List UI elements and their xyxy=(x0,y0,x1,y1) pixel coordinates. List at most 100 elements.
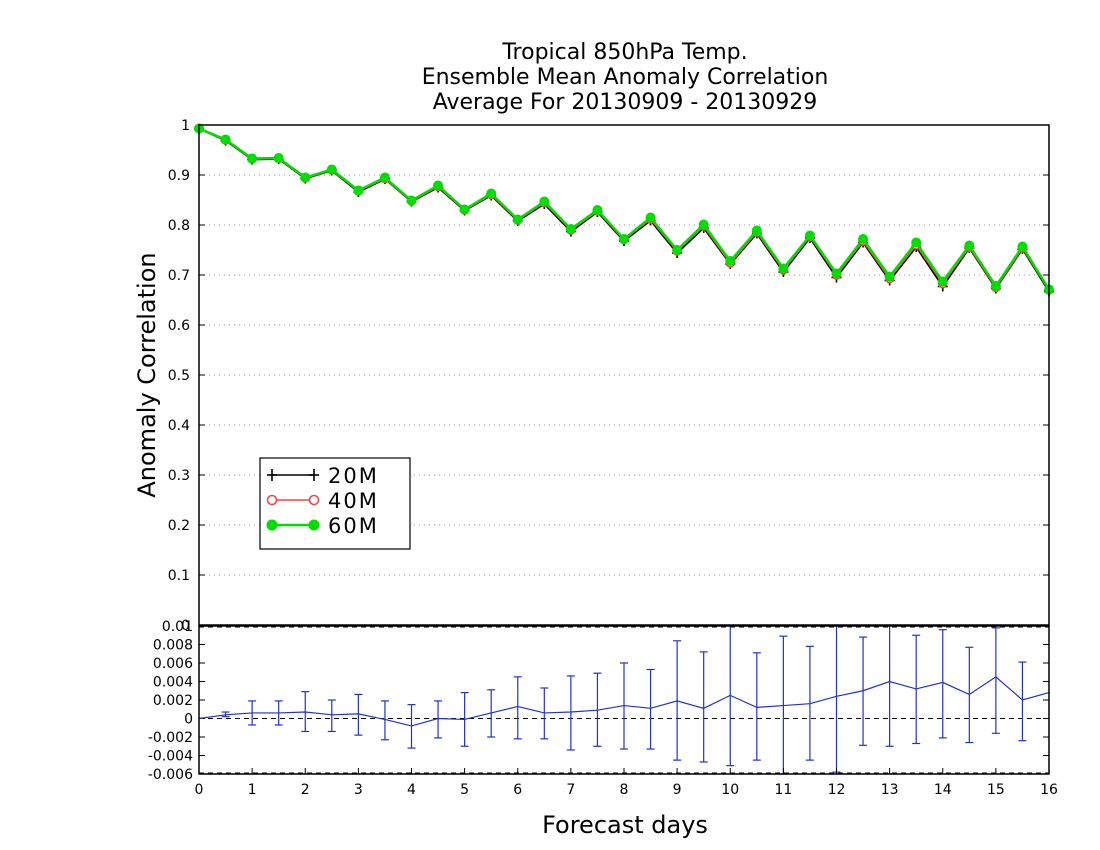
data-point xyxy=(433,180,444,191)
x-tick-label: 8 xyxy=(620,782,629,798)
main-panel: 0 0.1 0.2 0.3 0.4 0.5 0.6 0.7 0.8 0.9 1 xyxy=(168,118,1054,634)
data-point xyxy=(406,195,417,206)
data-point xyxy=(619,234,629,244)
legend-label: 20M xyxy=(328,464,379,488)
y-tick-label: 0.9 xyxy=(168,168,190,184)
x-tick-label: 1 xyxy=(248,782,257,798)
data-point xyxy=(459,204,470,215)
x-tick-label: 15 xyxy=(987,782,1005,798)
data-point xyxy=(831,268,842,279)
legend-marker xyxy=(266,494,278,506)
data-point xyxy=(884,271,895,282)
x-tick-label: 9 xyxy=(673,782,682,798)
error-bar xyxy=(1018,661,1027,742)
y-axis-label: Anomaly Correlation xyxy=(133,252,161,497)
legend-marker xyxy=(267,469,277,481)
y-tick-label: 1 xyxy=(181,118,190,134)
data-point xyxy=(592,205,603,215)
diff-y-tick-label: 0.008 xyxy=(153,638,193,654)
main-plot-frame xyxy=(198,124,1050,626)
x-tick-label: 2 xyxy=(301,782,310,798)
x-axis-label: Forecast days xyxy=(542,811,708,839)
data-point xyxy=(725,256,736,266)
error-bar xyxy=(938,629,947,739)
error-bar xyxy=(699,651,708,763)
data-point xyxy=(565,224,576,234)
legend-marker xyxy=(309,469,319,481)
series-line xyxy=(198,127,1050,291)
data-point xyxy=(911,237,922,248)
x-tick-label: 5 xyxy=(460,782,469,798)
y-tick-label: 0.8 xyxy=(168,218,190,234)
series-40M xyxy=(194,123,1054,295)
diff-y-tick-label: 0.002 xyxy=(153,693,193,709)
legend-entry-40M: 40M xyxy=(266,489,377,513)
error-bar xyxy=(434,700,443,739)
difference-line xyxy=(198,676,1050,727)
y-tick-label: 0.5 xyxy=(168,368,190,384)
diff-y-tick-label: -0.004 xyxy=(148,749,193,765)
y-tick-label: 0.7 xyxy=(168,268,190,284)
legend-label: 60M xyxy=(328,514,379,538)
data-point xyxy=(1017,241,1028,252)
data-point xyxy=(379,172,390,183)
legend-marker xyxy=(266,519,278,531)
data-point xyxy=(486,188,497,199)
data-point xyxy=(273,153,284,163)
error-bar xyxy=(646,668,655,750)
diff-y-tick-label: -0.002 xyxy=(148,730,193,746)
chart-title: Tropical 850hPa Temp. Ensemble Mean Anom… xyxy=(422,40,829,115)
title-line-3: Average For 20130909 - 20130929 xyxy=(433,90,818,115)
x-tick-label: 16 xyxy=(1040,782,1058,798)
data-point xyxy=(300,172,311,183)
y-tick-label: 0 xyxy=(181,618,190,634)
y-tick-label: 0.6 xyxy=(168,318,190,334)
difference-plot-frame xyxy=(198,625,1050,775)
x-tick-label: 14 xyxy=(934,782,952,798)
diff-y-tick-label: -0.006 xyxy=(148,767,193,783)
error-bar xyxy=(752,652,761,761)
data-point xyxy=(937,276,948,287)
title-line-1: Tropical 850hPa Temp. xyxy=(501,40,747,65)
data-point xyxy=(698,219,709,230)
series-20M xyxy=(194,123,1054,297)
data-point xyxy=(990,281,1001,291)
y-tick-label: 0.1 xyxy=(168,568,190,584)
x-tick-label: 6 xyxy=(513,782,522,798)
data-point xyxy=(858,234,869,244)
data-point xyxy=(539,196,550,207)
diff-y-tick-label: 0 xyxy=(184,712,193,728)
error-bar xyxy=(885,626,894,747)
series-line xyxy=(198,127,1050,292)
legend-entry-60M: 60M xyxy=(266,514,379,538)
legend-marker xyxy=(308,494,320,506)
y-tick-label: 0.3 xyxy=(168,468,190,484)
x-tick-label: 13 xyxy=(881,782,899,798)
data-point xyxy=(326,164,337,175)
error-bar xyxy=(327,699,336,733)
title-line-2: Ensemble Mean Anomaly Correlation xyxy=(422,65,829,90)
x-tick-label: 12 xyxy=(828,782,846,798)
diff-y-tick-label: 0.01 xyxy=(162,619,193,635)
data-point xyxy=(247,153,258,164)
x-tick-label: 11 xyxy=(774,782,792,798)
error-bar xyxy=(832,626,841,773)
error-bar xyxy=(380,700,389,741)
legend-entry-20M: 20M xyxy=(267,464,379,488)
series-60M xyxy=(194,123,1054,295)
error-bar xyxy=(991,627,1000,734)
legend-marker xyxy=(308,519,320,531)
data-point xyxy=(751,225,762,236)
data-point xyxy=(964,240,975,251)
data-point xyxy=(778,263,789,274)
data-point xyxy=(804,230,815,241)
legend-box xyxy=(259,457,411,550)
y-tick-label: 0.2 xyxy=(168,518,190,534)
data-point xyxy=(645,212,656,223)
x-tick-label: 7 xyxy=(566,782,575,798)
y-tick-label: 0.4 xyxy=(168,418,190,434)
data-point xyxy=(220,134,231,145)
diff-y-tick-label: 0.004 xyxy=(153,675,193,691)
x-tick-label: 10 xyxy=(721,782,739,798)
